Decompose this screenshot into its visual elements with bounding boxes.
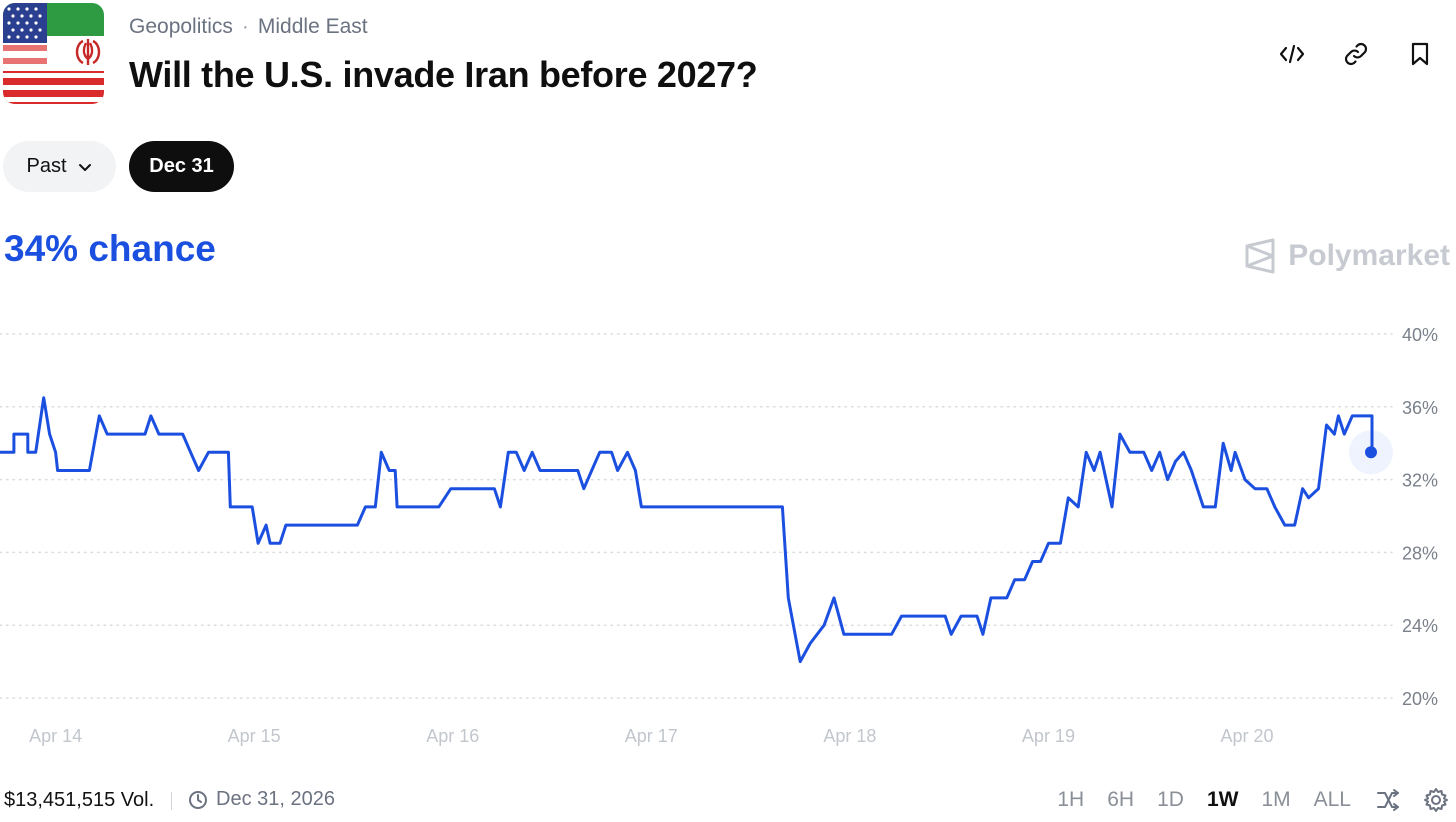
market-header: Geopolitics · Middle East Will the U.S. in… bbox=[0, 0, 1456, 110]
x-tick-label: Apr 14 bbox=[29, 726, 82, 746]
bookmark-button[interactable] bbox=[1402, 36, 1438, 72]
clock-icon bbox=[189, 790, 207, 809]
shuffle-icon bbox=[1377, 789, 1399, 811]
x-tick-label: Apr 19 bbox=[1022, 726, 1075, 746]
code-icon bbox=[1279, 44, 1305, 64]
breadcrumb: Geopolitics · Middle East bbox=[129, 15, 368, 39]
y-tick-label: 24% bbox=[1402, 616, 1438, 636]
range-6h[interactable]: 6H bbox=[1107, 788, 1135, 811]
price-chart[interactable]: 20% 24% 28% 32% 36% 40% Apr 14 Apr 15 Apr 16 Apr… bbox=[0, 310, 1456, 760]
chart-settings-button[interactable] bbox=[1422, 786, 1450, 814]
header-actions bbox=[1274, 36, 1438, 72]
range-1m[interactable]: 1M bbox=[1261, 788, 1291, 811]
range-1d[interactable]: 1D bbox=[1157, 788, 1184, 811]
link-icon bbox=[1344, 42, 1368, 66]
chart-footer: $13,451,515 Vol. Dec 31, 2026 1H 6H 1D 1… bbox=[0, 784, 1456, 818]
chance-value: 34% chance bbox=[4, 228, 216, 269]
chevron-down-icon bbox=[78, 163, 91, 171]
polymarket-wordmark: Polymarket bbox=[1288, 239, 1450, 272]
x-tick-label: Apr 20 bbox=[1221, 726, 1274, 746]
embed-button[interactable] bbox=[1274, 36, 1310, 72]
time-range-selector: 1H 6H 1D 1W 1M ALL bbox=[1057, 786, 1456, 814]
end-date: Dec 31, 2026 bbox=[188, 788, 335, 811]
market-title: Will the U.S. invade Iran before 2027? bbox=[129, 54, 758, 95]
y-tick-label: 20% bbox=[1402, 689, 1438, 709]
market-image bbox=[3, 3, 104, 104]
x-tick-label: Apr 18 bbox=[823, 726, 876, 746]
gear-icon bbox=[1424, 788, 1448, 812]
date-option-selected[interactable]: Dec 31 bbox=[129, 141, 234, 192]
range-1w[interactable]: 1W bbox=[1206, 788, 1239, 811]
y-tick-label: 40% bbox=[1402, 325, 1438, 345]
past-dropdown[interactable]: Past bbox=[3, 141, 116, 192]
chart-line-series bbox=[0, 396, 1374, 664]
x-tick-label: Apr 16 bbox=[426, 726, 479, 746]
volume-text: $13,451,515 Vol. bbox=[4, 789, 155, 811]
past-label: Past bbox=[26, 155, 67, 177]
y-tick-label: 28% bbox=[1402, 543, 1438, 563]
breadcrumb-subcategory[interactable]: Middle East bbox=[257, 15, 368, 38]
y-tick-label: 32% bbox=[1402, 471, 1438, 491]
footer-divider bbox=[171, 792, 172, 810]
y-tick-label: 36% bbox=[1402, 398, 1438, 418]
range-all[interactable]: ALL bbox=[1313, 788, 1351, 811]
current-point bbox=[1365, 446, 1377, 459]
breadcrumb-separator: · bbox=[241, 15, 249, 38]
x-tick-label: Apr 15 bbox=[228, 726, 281, 746]
range-1h[interactable]: 1H bbox=[1057, 788, 1085, 811]
polymarket-watermark: Polymarket bbox=[1244, 238, 1450, 274]
shuffle-button[interactable] bbox=[1374, 786, 1402, 814]
polymarket-logo-icon bbox=[1245, 238, 1275, 274]
end-date-text: Dec 31, 2026 bbox=[216, 788, 335, 810]
breadcrumb-category[interactable]: Geopolitics bbox=[129, 15, 233, 38]
bookmark-icon bbox=[1411, 42, 1429, 66]
x-tick-label: Apr 17 bbox=[625, 726, 678, 746]
copy-link-button[interactable] bbox=[1338, 36, 1374, 72]
